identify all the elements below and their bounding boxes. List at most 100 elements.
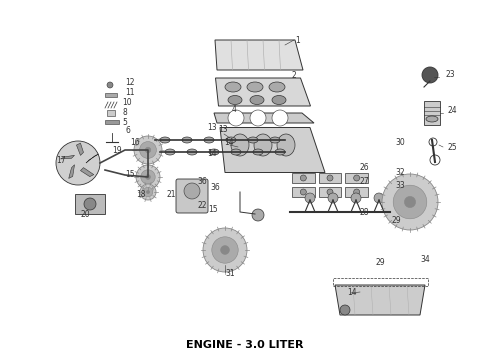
Text: 24: 24 — [448, 106, 458, 115]
Text: 33: 33 — [395, 181, 405, 190]
Polygon shape — [86, 154, 98, 163]
Text: 8: 8 — [122, 108, 127, 117]
Text: 13: 13 — [207, 123, 217, 132]
Ellipse shape — [248, 137, 258, 143]
Text: 4: 4 — [232, 105, 237, 114]
Ellipse shape — [225, 82, 241, 92]
Text: 27: 27 — [360, 177, 369, 186]
Text: 12: 12 — [125, 78, 134, 87]
Ellipse shape — [231, 134, 249, 156]
Circle shape — [212, 237, 238, 263]
Polygon shape — [335, 285, 425, 315]
Circle shape — [305, 193, 315, 203]
Text: 36: 36 — [210, 183, 220, 192]
Text: 20: 20 — [80, 210, 90, 219]
Text: 18: 18 — [136, 190, 146, 199]
Ellipse shape — [204, 137, 214, 143]
Text: 16: 16 — [130, 138, 140, 147]
Polygon shape — [216, 78, 311, 106]
Circle shape — [203, 228, 247, 272]
Text: 21: 21 — [166, 190, 175, 199]
Bar — [333, 278, 427, 286]
Ellipse shape — [182, 137, 192, 143]
Circle shape — [272, 110, 288, 126]
Circle shape — [327, 175, 333, 181]
Text: 19: 19 — [112, 146, 122, 155]
Text: 23: 23 — [445, 70, 455, 79]
Circle shape — [300, 175, 306, 181]
Ellipse shape — [275, 149, 285, 155]
Text: 34: 34 — [420, 255, 430, 264]
Text: 11: 11 — [125, 88, 134, 97]
Text: 17: 17 — [56, 156, 66, 165]
Text: 28: 28 — [360, 208, 369, 217]
Text: 10: 10 — [122, 98, 132, 107]
Circle shape — [220, 246, 229, 255]
Text: 30: 30 — [395, 138, 405, 147]
Polygon shape — [215, 40, 303, 70]
Bar — [105, 120, 119, 124]
Text: 22: 22 — [197, 201, 206, 210]
Circle shape — [340, 305, 350, 315]
Ellipse shape — [247, 82, 263, 92]
Circle shape — [136, 165, 160, 189]
Text: 29: 29 — [392, 216, 402, 225]
Text: 5: 5 — [122, 118, 127, 127]
Bar — [318, 173, 342, 183]
Text: 14: 14 — [224, 138, 234, 147]
Circle shape — [354, 189, 360, 195]
Circle shape — [250, 110, 266, 126]
Circle shape — [300, 189, 306, 195]
Circle shape — [146, 175, 150, 179]
Text: 14: 14 — [347, 288, 357, 297]
Ellipse shape — [250, 95, 264, 104]
Text: 26: 26 — [360, 163, 369, 172]
Circle shape — [252, 209, 264, 221]
Text: 29: 29 — [375, 258, 385, 267]
Text: 36: 36 — [197, 177, 207, 186]
Bar — [345, 187, 368, 197]
Circle shape — [134, 136, 162, 164]
Ellipse shape — [187, 149, 197, 155]
Ellipse shape — [254, 134, 272, 156]
Circle shape — [327, 189, 333, 195]
Ellipse shape — [231, 149, 241, 155]
Ellipse shape — [160, 137, 170, 143]
Ellipse shape — [226, 137, 236, 143]
Circle shape — [84, 198, 96, 210]
Bar — [107, 110, 115, 116]
Circle shape — [107, 82, 113, 88]
Bar — [318, 187, 342, 197]
Text: 32: 32 — [395, 168, 405, 177]
Bar — [345, 173, 368, 183]
Text: 13: 13 — [218, 125, 228, 134]
Circle shape — [328, 193, 338, 203]
Circle shape — [147, 190, 149, 194]
Bar — [105, 93, 117, 97]
Circle shape — [354, 175, 360, 181]
Text: 14: 14 — [207, 149, 217, 158]
FancyBboxPatch shape — [176, 179, 208, 213]
Text: 25: 25 — [448, 143, 458, 152]
Ellipse shape — [269, 82, 285, 92]
Circle shape — [184, 183, 200, 199]
Polygon shape — [80, 168, 94, 177]
Text: 15: 15 — [125, 170, 135, 179]
Text: 6: 6 — [125, 126, 130, 135]
Circle shape — [141, 170, 155, 184]
Ellipse shape — [426, 116, 438, 122]
Text: 1: 1 — [295, 36, 300, 45]
Ellipse shape — [228, 95, 242, 104]
Bar — [75, 194, 105, 214]
Circle shape — [351, 193, 361, 203]
Bar — [424, 101, 440, 125]
Circle shape — [145, 147, 151, 153]
Circle shape — [140, 184, 156, 200]
Circle shape — [228, 110, 244, 126]
Circle shape — [140, 141, 156, 158]
Ellipse shape — [270, 137, 280, 143]
Text: 15: 15 — [208, 205, 218, 214]
Polygon shape — [220, 127, 325, 172]
Circle shape — [374, 193, 384, 203]
Text: 31: 31 — [225, 269, 235, 278]
